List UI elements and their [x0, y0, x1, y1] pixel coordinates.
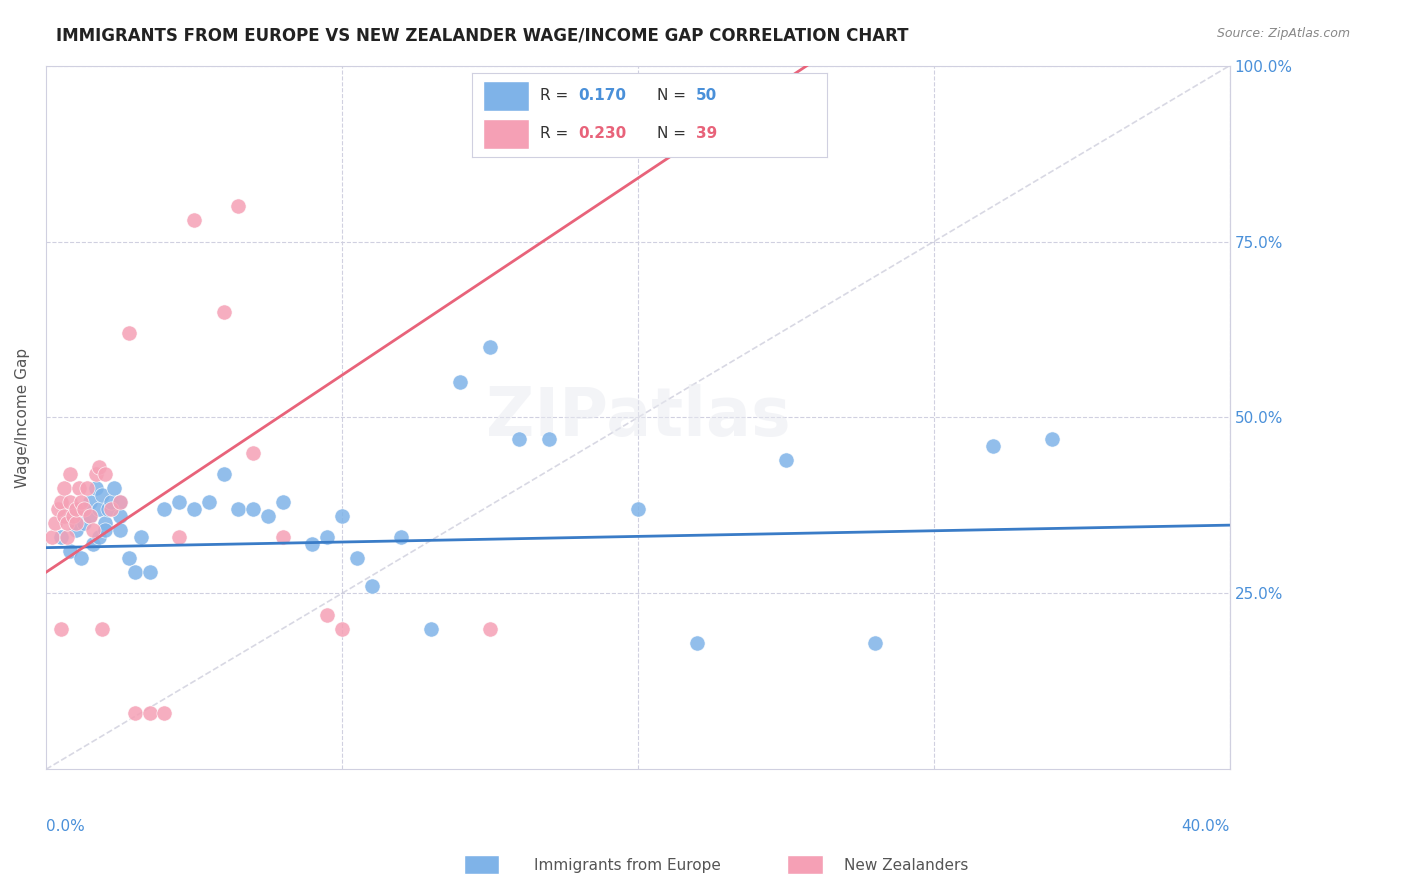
Point — [981, 439, 1004, 453]
Point — [197, 495, 219, 509]
Point — [212, 467, 235, 481]
Point — [59, 467, 82, 481]
Point — [108, 495, 131, 509]
Point — [89, 459, 111, 474]
Point — [118, 551, 141, 566]
Point — [103, 481, 125, 495]
Text: Source: ZipAtlas.com: Source: ZipAtlas.com — [1216, 27, 1350, 40]
Point — [228, 199, 250, 213]
Point — [49, 622, 72, 636]
Point — [44, 516, 66, 530]
Point — [271, 495, 294, 509]
Point — [360, 579, 382, 593]
Point — [301, 537, 323, 551]
Point — [118, 326, 141, 340]
Point — [89, 502, 111, 516]
Point — [167, 530, 190, 544]
Point — [153, 502, 176, 516]
Point — [108, 523, 131, 537]
Point — [153, 706, 176, 720]
Point — [124, 566, 146, 580]
Point — [508, 432, 530, 446]
Point — [55, 530, 77, 544]
Point — [79, 508, 101, 523]
Point — [271, 530, 294, 544]
Point — [73, 502, 96, 516]
Point — [419, 622, 441, 636]
Text: 0.0%: 0.0% — [46, 819, 84, 834]
Point — [346, 551, 368, 566]
Point — [863, 635, 886, 649]
Y-axis label: Wage/Income Gap: Wage/Income Gap — [15, 347, 30, 488]
Point — [212, 305, 235, 319]
Point — [91, 622, 114, 636]
Point — [73, 516, 96, 530]
Point — [41, 530, 63, 544]
Point — [183, 502, 205, 516]
Point — [775, 452, 797, 467]
Point — [389, 530, 412, 544]
Point — [59, 544, 82, 558]
Point — [84, 481, 107, 495]
Point — [49, 530, 72, 544]
Point — [316, 530, 339, 544]
Point — [138, 566, 160, 580]
Point — [76, 481, 98, 495]
Point — [52, 481, 75, 495]
Text: New Zealanders: New Zealanders — [844, 858, 967, 872]
Point — [108, 508, 131, 523]
Text: Immigrants from Europe: Immigrants from Europe — [534, 858, 721, 872]
Point — [65, 502, 87, 516]
Point — [49, 495, 72, 509]
Point — [1040, 432, 1063, 446]
Point — [124, 706, 146, 720]
Point — [108, 495, 131, 509]
Point — [242, 502, 264, 516]
Text: 40.0%: 40.0% — [1181, 819, 1230, 834]
Point — [65, 516, 87, 530]
Point — [330, 508, 353, 523]
Point — [79, 495, 101, 509]
Point — [79, 508, 101, 523]
Point — [228, 502, 250, 516]
Point — [686, 635, 709, 649]
Point — [70, 495, 93, 509]
Point — [67, 481, 90, 495]
Point — [55, 516, 77, 530]
Point — [449, 376, 471, 390]
Point — [100, 502, 122, 516]
Point — [129, 530, 152, 544]
Point — [242, 445, 264, 459]
Point — [538, 432, 561, 446]
Point — [627, 502, 650, 516]
Point — [89, 530, 111, 544]
Point — [330, 622, 353, 636]
Point — [138, 706, 160, 720]
Point — [100, 495, 122, 509]
Point — [97, 502, 120, 516]
Point — [478, 340, 501, 354]
Text: IMMIGRANTS FROM EUROPE VS NEW ZEALANDER WAGE/INCOME GAP CORRELATION CHART: IMMIGRANTS FROM EUROPE VS NEW ZEALANDER … — [56, 27, 908, 45]
Point — [94, 516, 117, 530]
Point — [478, 622, 501, 636]
Point — [59, 495, 82, 509]
Point — [82, 523, 104, 537]
Point — [316, 607, 339, 622]
Point — [84, 467, 107, 481]
Point — [62, 508, 84, 523]
Point — [82, 537, 104, 551]
Point — [70, 551, 93, 566]
Point — [65, 523, 87, 537]
Point — [257, 508, 280, 523]
Point — [167, 495, 190, 509]
Point — [46, 502, 69, 516]
Point — [91, 488, 114, 502]
Point — [52, 508, 75, 523]
Point — [94, 467, 117, 481]
Point — [94, 523, 117, 537]
Point — [183, 213, 205, 227]
Text: ZIPatlas: ZIPatlas — [485, 384, 790, 450]
